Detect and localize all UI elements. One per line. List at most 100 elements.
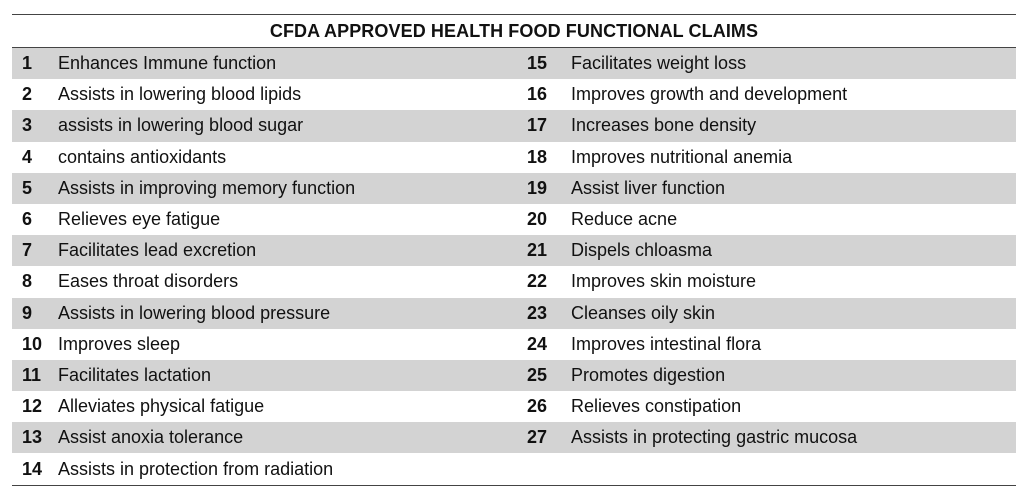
- claim-number: 20: [527, 209, 548, 230]
- claim-text: Improves intestinal flora: [571, 333, 762, 354]
- right-cell: 15 Facilitates weight loss: [527, 48, 1016, 79]
- right-cell: 16 Improves growth and development: [527, 79, 1016, 110]
- claims-table: CFDA APPROVED HEALTH FOOD FUNCTIONAL CLA…: [12, 14, 1016, 486]
- table-row: 14 Assists in protection from radiation: [12, 453, 1016, 484]
- claim-number: 13: [22, 427, 43, 448]
- left-cell: 2 Assists in lowering blood lipids: [12, 79, 527, 110]
- claim-text: Promotes digestion: [571, 364, 726, 385]
- table-row: 8 Eases throat disorders 22 Improves ski…: [12, 266, 1016, 297]
- claim-number: 5: [22, 177, 33, 198]
- left-cell: 10 Improves sleep: [12, 329, 527, 360]
- claim-text: Assists in protecting gastric mucosa: [571, 427, 858, 448]
- claim-text: Assist anoxia tolerance: [58, 427, 244, 448]
- left-cell: 1 Enhances Immune function: [12, 48, 527, 79]
- table-row: 4 contains antioxidants 18 Improves nutr…: [12, 142, 1016, 173]
- claim-text: Facilitates lead excretion: [58, 240, 257, 261]
- claim-text: Improves growth and development: [571, 84, 848, 105]
- left-cell: 7 Facilitates lead excretion: [12, 235, 527, 266]
- table-row: 10 Improves sleep 24 Improves intestinal…: [12, 329, 1016, 360]
- table-row: 9 Assists in lowering blood pressure 23 …: [12, 297, 1016, 329]
- table-body: 1 Enhances Immune function 15 Facilitate…: [12, 48, 1016, 485]
- claim-text: Facilitates lactation: [58, 364, 212, 385]
- claim-number: 19: [527, 177, 548, 198]
- claim-number: 12: [22, 396, 43, 417]
- left-cell: 13 Assist anoxia tolerance: [12, 422, 527, 453]
- left-cell: 8 Eases throat disorders: [12, 266, 527, 297]
- table-row: 1 Enhances Immune function 15 Facilitate…: [12, 48, 1016, 80]
- claim-text: Improves skin moisture: [571, 271, 757, 292]
- bottom-rule: [12, 484, 1016, 486]
- right-cell: [527, 453, 1016, 484]
- header-rule: [12, 47, 1016, 48]
- claim-text: Improves nutritional anemia: [571, 146, 793, 167]
- table-row: 3 assists in lowering blood sugar 17 Inc…: [12, 110, 1016, 142]
- left-cell: 14 Assists in protection from radiation: [12, 453, 527, 484]
- claim-number: 14: [22, 458, 43, 479]
- claim-text: Increases bone density: [571, 115, 757, 136]
- right-cell: 27 Assists in protecting gastric mucosa: [527, 422, 1016, 453]
- right-cell: 25 Promotes digestion: [527, 360, 1016, 391]
- right-cell: 20 Reduce acne: [527, 204, 1016, 235]
- claim-number: 3: [22, 115, 33, 136]
- claim-number: 24: [527, 333, 548, 354]
- claim-text: Dispels chloasma: [571, 240, 713, 261]
- claim-text: Assists in lowering blood lipids: [58, 84, 302, 105]
- claim-number: 4: [22, 146, 33, 167]
- right-cell: 22 Improves skin moisture: [527, 266, 1016, 297]
- table-row: 6 Relieves eye fatigue 20 Reduce acne: [12, 204, 1016, 235]
- claim-number: 11: [22, 364, 42, 385]
- claim-text: Assists in improving memory function: [58, 177, 356, 198]
- left-cell: 6 Relieves eye fatigue: [12, 204, 527, 235]
- table-row: 13 Assist anoxia tolerance 27 Assists in…: [12, 422, 1016, 454]
- claim-number: 25: [527, 364, 548, 385]
- claim-text: Eases throat disorders: [58, 271, 239, 292]
- right-cell: 24 Improves intestinal flora: [527, 329, 1016, 360]
- claim-text: Assist liver function: [571, 177, 726, 198]
- claim-number: 1: [22, 53, 33, 74]
- claim-number: 17: [527, 115, 548, 136]
- left-cell: 9 Assists in lowering blood pressure: [12, 298, 527, 329]
- claim-number: 7: [22, 240, 33, 261]
- claim-number: 10: [22, 333, 43, 354]
- table-row: 7 Facilitates lead excretion 21 Dispels …: [12, 235, 1016, 267]
- claim-text: Relieves eye fatigue: [58, 209, 221, 230]
- claim-number: 23: [527, 302, 548, 323]
- left-cell: 3 assists in lowering blood sugar: [12, 110, 527, 141]
- top-rule: [12, 14, 1016, 15]
- claim-number: 18: [527, 146, 548, 167]
- claim-number: 22: [527, 271, 548, 292]
- claim-text: Enhances Immune function: [58, 53, 277, 74]
- right-cell: 19 Assist liver function: [527, 173, 1016, 204]
- right-cell: 17 Increases bone density: [527, 110, 1016, 141]
- claim-number: 21: [527, 240, 548, 261]
- claim-text: assists in lowering blood sugar: [58, 115, 304, 136]
- left-cell: 12 Alleviates physical fatigue: [12, 391, 527, 422]
- table-row: 12 Alleviates physical fatigue 26 Reliev…: [12, 391, 1016, 422]
- claim-number: 26: [527, 396, 548, 417]
- left-cell: 5 Assists in improving memory function: [12, 173, 527, 204]
- table-title: CFDA APPROVED HEALTH FOOD FUNCTIONAL CLA…: [269, 21, 759, 41]
- table-row: 11 Facilitates lactation 25 Promotes dig…: [12, 359, 1016, 392]
- claim-text: Improves sleep: [58, 333, 181, 354]
- claim-text: Assists in lowering blood pressure: [58, 302, 331, 323]
- claim-number: 16: [527, 84, 548, 105]
- table-row: 5 Assists in improving memory function 1…: [12, 172, 1016, 204]
- claim-text: Assists in protection from radiation: [58, 458, 334, 479]
- claim-text: contains antioxidants: [58, 146, 227, 167]
- right-cell: 26 Relieves constipation: [527, 391, 1016, 422]
- left-cell: 11 Facilitates lactation: [12, 360, 527, 391]
- claim-number: 2: [22, 84, 33, 105]
- claim-number: 8: [22, 271, 33, 292]
- right-cell: 23 Cleanses oily skin: [527, 298, 1016, 329]
- claim-number: 9: [22, 302, 33, 323]
- claim-number: 27: [527, 427, 548, 448]
- claim-text: Cleanses oily skin: [571, 302, 716, 323]
- claim-text: Relieves constipation: [571, 396, 742, 417]
- claim-number: 6: [22, 209, 33, 230]
- claim-text: Reduce acne: [571, 209, 678, 230]
- table-row: 2 Assists in lowering blood lipids 16 Im…: [12, 79, 1016, 110]
- claim-text: Alleviates physical fatigue: [58, 396, 265, 417]
- right-cell: 21 Dispels chloasma: [527, 235, 1016, 266]
- claim-text: Facilitates weight loss: [571, 53, 747, 74]
- claim-number: 15: [527, 53, 548, 74]
